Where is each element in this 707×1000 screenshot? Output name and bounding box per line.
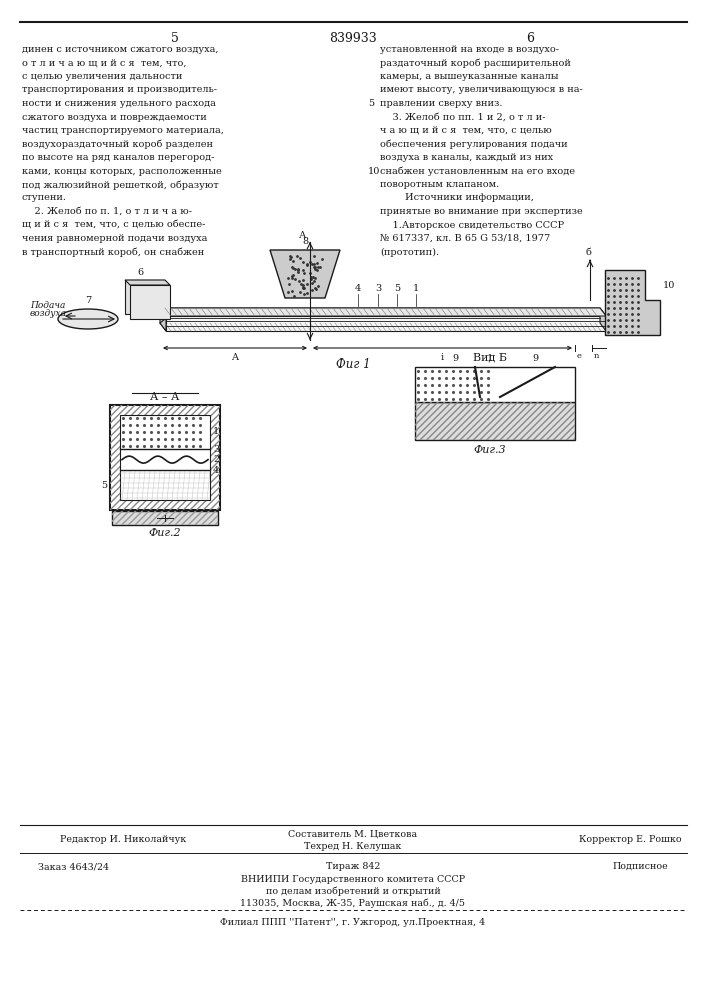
Text: камеры, а вышеуказанные каналы: камеры, а вышеуказанные каналы — [380, 72, 559, 81]
Text: 839933: 839933 — [329, 32, 377, 45]
Text: А: А — [298, 231, 306, 240]
Text: 4: 4 — [213, 466, 219, 475]
Bar — [415, 367, 575, 402]
Polygon shape — [160, 308, 606, 316]
Text: 5: 5 — [394, 284, 400, 293]
Text: 1.Авторское свидетельство СССР: 1.Авторское свидетельство СССР — [380, 221, 564, 230]
Text: поворотным клапаном.: поворотным клапаном. — [380, 180, 499, 189]
Polygon shape — [160, 308, 166, 331]
Text: 1: 1 — [487, 354, 493, 363]
Bar — [110, 405, 220, 510]
Text: щ и й с я  тем, что, с целью обеспе-: щ и й с я тем, что, с целью обеспе- — [22, 221, 205, 230]
Text: А – А: А – А — [151, 392, 180, 402]
Text: 2: 2 — [213, 455, 219, 464]
Text: 9: 9 — [532, 354, 538, 363]
Text: Филиал ППП ''Патент'', г. Ужгород, ул.Проектная, 4: Филиал ППП ''Патент'', г. Ужгород, ул.Пр… — [221, 918, 486, 927]
Text: Заказ 4643/24: Заказ 4643/24 — [38, 862, 109, 871]
Text: транспортирования и производитель-: транспортирования и производитель- — [22, 86, 217, 95]
Polygon shape — [160, 323, 606, 331]
Polygon shape — [605, 270, 660, 335]
Text: обеспечения регулирования подачи: обеспечения регулирования подачи — [380, 139, 568, 149]
Text: 9: 9 — [452, 354, 458, 363]
Text: Фиг.3: Фиг.3 — [474, 445, 506, 455]
Text: n: n — [594, 352, 600, 360]
Text: Редактор И. Николайчук: Редактор И. Николайчук — [60, 835, 186, 844]
Text: имеют высоту, увеличивающуюся в на-: имеют высоту, увеличивающуюся в на- — [380, 86, 583, 95]
Bar — [415, 402, 575, 440]
Ellipse shape — [58, 309, 118, 329]
Text: 10: 10 — [368, 166, 380, 176]
Text: 3: 3 — [213, 444, 219, 454]
Text: 113035, Москва, Ж-35, Раушская наб., д. 4/5: 113035, Москва, Ж-35, Раушская наб., д. … — [240, 899, 465, 908]
Text: 1: 1 — [413, 284, 419, 293]
Text: Тираж 842: Тираж 842 — [326, 862, 380, 871]
Text: 5: 5 — [171, 32, 179, 45]
Text: в транспортный короб, он снабжен: в транспортный короб, он снабжен — [22, 247, 204, 257]
Text: Составитель М. Цветкова: Составитель М. Цветкова — [288, 830, 418, 839]
Text: Техред Н. Келушак: Техред Н. Келушак — [304, 842, 402, 851]
Text: Фиг 1: Фиг 1 — [336, 358, 370, 371]
Text: 4: 4 — [355, 284, 361, 293]
Text: 2. Желоб по п. 1, о т л и ч а ю-: 2. Желоб по п. 1, о т л и ч а ю- — [22, 207, 192, 216]
Bar — [110, 405, 220, 510]
Text: 8: 8 — [302, 237, 308, 246]
Text: 3. Желоб по пп. 1 и 2, о т л и-: 3. Желоб по пп. 1 и 2, о т л и- — [380, 112, 546, 121]
Text: ности и снижения удельного расхода: ности и снижения удельного расхода — [22, 99, 216, 108]
Text: № 617337, кл. В 65 G 53/18, 1977: № 617337, кл. В 65 G 53/18, 1977 — [380, 234, 550, 243]
Text: e: e — [577, 352, 582, 360]
Text: раздаточный короб расширительной: раздаточный короб расширительной — [380, 58, 571, 68]
Polygon shape — [125, 280, 170, 285]
Text: A: A — [231, 353, 238, 362]
Bar — [112, 511, 218, 525]
Text: принятые во внимание при экспертизе: принятые во внимание при экспертизе — [380, 207, 583, 216]
Text: воздуха: воздуха — [30, 309, 67, 318]
Text: Корректор Е. Рошко: Корректор Е. Рошко — [579, 835, 682, 844]
Text: 6: 6 — [137, 268, 143, 277]
Text: сжатого воздуха и повреждаемости: сжатого воздуха и повреждаемости — [22, 112, 206, 121]
Text: Подача: Подача — [30, 301, 65, 310]
Text: чения равномерной подачи воздуха: чения равномерной подачи воздуха — [22, 234, 207, 243]
Text: снабжен установленным на его входе: снабжен установленным на его входе — [380, 166, 575, 176]
Text: 10: 10 — [663, 280, 675, 290]
Text: 3: 3 — [375, 284, 381, 293]
Text: правлении сверху вниз.: правлении сверху вниз. — [380, 99, 503, 108]
Text: 7: 7 — [85, 296, 91, 305]
Text: 5: 5 — [368, 99, 374, 108]
Text: частиц транспортируемого материала,: частиц транспортируемого материала, — [22, 126, 224, 135]
Text: по высоте на ряд каналов перегород-: по высоте на ряд каналов перегород- — [22, 153, 214, 162]
Bar — [120, 415, 210, 500]
Text: 6: 6 — [526, 32, 534, 45]
Text: i: i — [441, 353, 444, 362]
Text: установленной на входе в воздухо-: установленной на входе в воздухо- — [380, 45, 559, 54]
Text: ками, концы которых, расположенные: ками, концы которых, расположенные — [22, 166, 222, 176]
Polygon shape — [160, 308, 606, 316]
Text: 1: 1 — [213, 428, 219, 436]
Text: Вид Б: Вид Б — [473, 352, 507, 362]
Polygon shape — [125, 280, 165, 314]
Text: под жалюзийной решеткой, образуют: под жалюзийной решеткой, образуют — [22, 180, 218, 190]
Text: 5: 5 — [101, 481, 107, 490]
Text: о т л и ч а ю щ и й с я  тем, что,: о т л и ч а ю щ и й с я тем, что, — [22, 58, 187, 68]
Text: б: б — [585, 248, 591, 257]
Text: воздуха в каналы, каждый из них: воздуха в каналы, каждый из них — [380, 153, 553, 162]
Bar — [415, 402, 575, 440]
Polygon shape — [600, 308, 606, 331]
Polygon shape — [270, 250, 340, 298]
Bar — [112, 511, 218, 525]
Polygon shape — [130, 285, 170, 319]
Text: (прототип).: (прототип). — [380, 247, 439, 257]
Text: Источники информации,: Источники информации, — [380, 194, 534, 202]
Text: по делам изобретений и открытий: по делам изобретений и открытий — [266, 887, 440, 896]
Text: с целью увеличения дальности: с целью увеличения дальности — [22, 72, 182, 81]
Text: динен с источником сжатого воздуха,: динен с источником сжатого воздуха, — [22, 45, 218, 54]
Text: Фиг.2: Фиг.2 — [148, 528, 181, 538]
Text: Подписное: Подписное — [612, 862, 668, 871]
Text: ч а ю щ и й с я  тем, что, с целью: ч а ю щ и й с я тем, что, с целью — [380, 126, 551, 135]
Polygon shape — [166, 316, 606, 331]
Text: ступени.: ступени. — [22, 194, 67, 202]
Text: воздухораздаточный короб разделен: воздухораздаточный короб разделен — [22, 139, 213, 149]
Text: ВНИИПИ Государственного комитета СССР: ВНИИПИ Государственного комитета СССР — [241, 875, 465, 884]
